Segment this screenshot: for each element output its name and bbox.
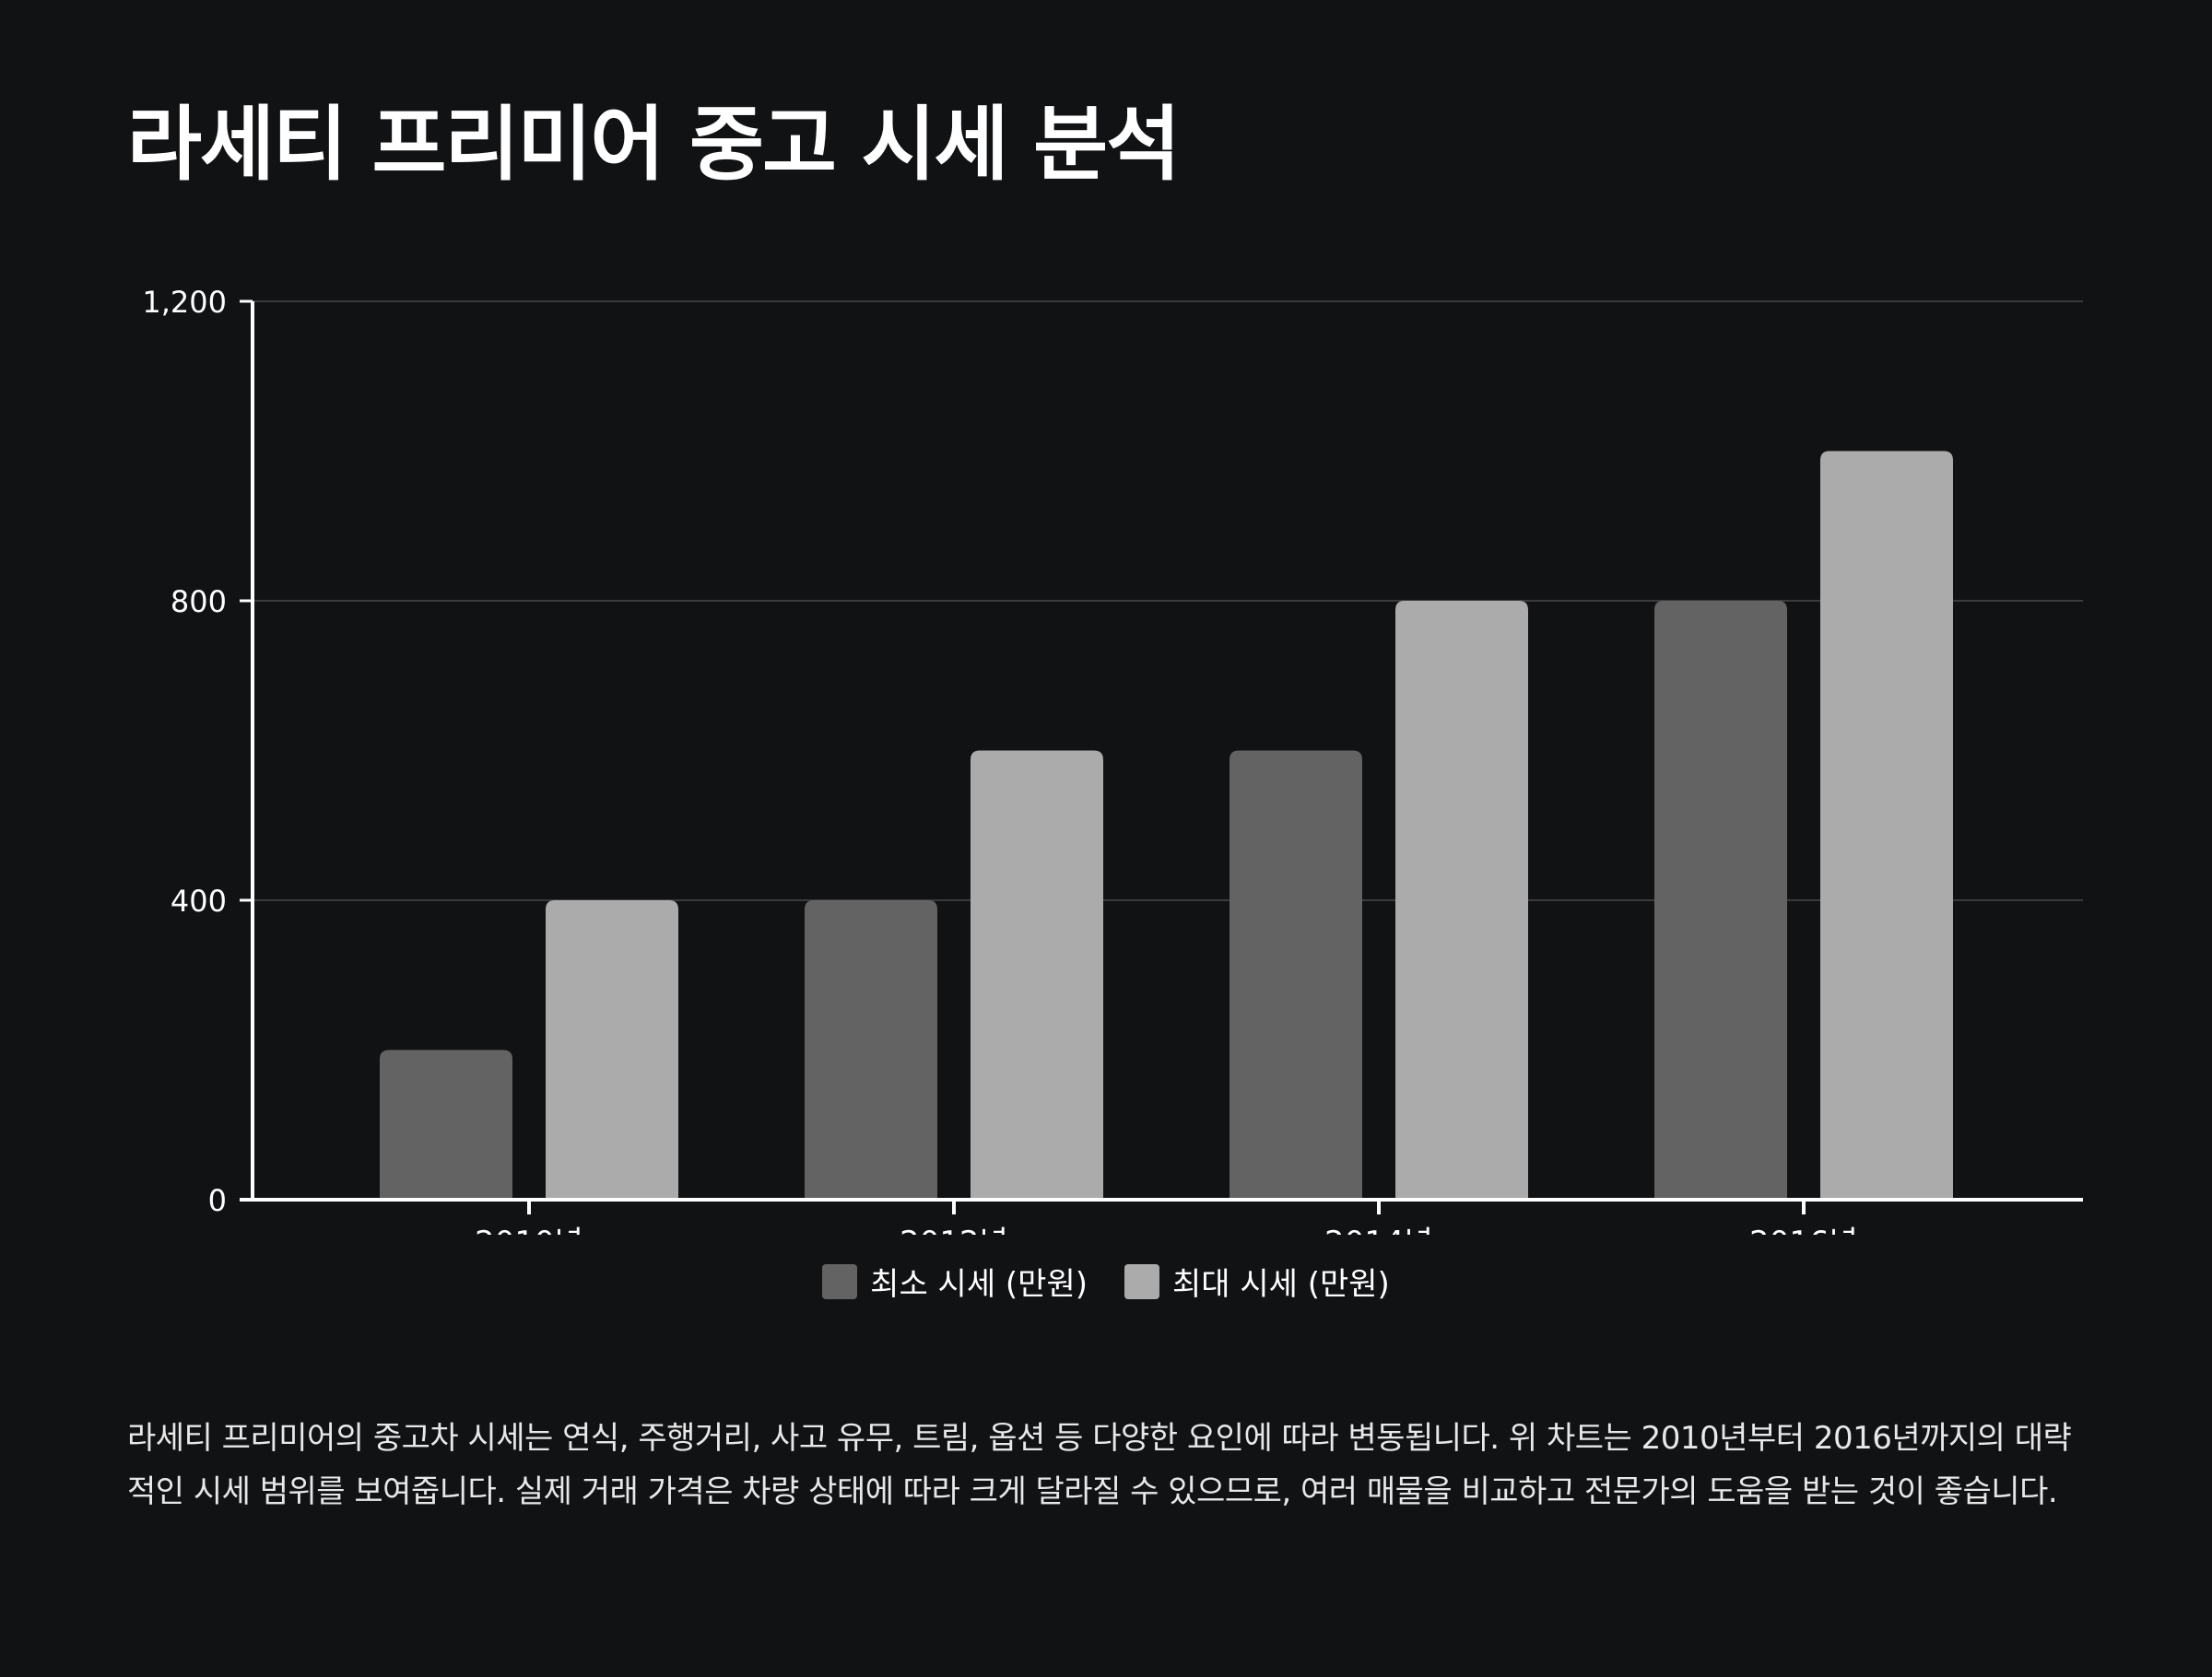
description-text: 라세티 프리미어의 중고차 시세는 연식, 주행거리, 사고 유무, 트림, 옵… <box>127 1420 2072 1510</box>
bar-max-0 <box>546 900 678 1200</box>
bar-max-2 <box>1395 601 1528 1200</box>
x-tick-label: 2010년 <box>475 1225 583 1235</box>
legend-item-min: 최소 시세 (만원) <box>822 1259 1088 1304</box>
grid-lines <box>253 300 2083 901</box>
legend-label-max: 최대 시세 (만원) <box>1172 1266 1390 1303</box>
legend-item-max: 최대 시세 (만원) <box>1124 1259 1390 1304</box>
bar-min-0 <box>380 1050 512 1200</box>
y-tick-label: 1,200 <box>142 285 227 320</box>
legend: 최소 시세 (만원) 최대 시세 (만원) <box>0 1259 2212 1304</box>
y-tick-label: 0 <box>208 1183 227 1218</box>
legend-swatch-min <box>822 1263 858 1299</box>
axes <box>240 299 2083 1214</box>
bar-max-3 <box>1820 451 1953 1200</box>
bar-chart: 0 400 800 1,200 2010년 2012년 2014년 2016년 <box>142 285 2083 1235</box>
x-tick-label: 2016년 <box>1749 1225 1858 1235</box>
legend-swatch-max <box>1124 1263 1159 1299</box>
x-tick-label: 2012년 <box>900 1225 1008 1235</box>
y-tick-label: 800 <box>171 584 227 619</box>
tick-labels: 0 400 800 1,200 2010년 2012년 2014년 2016년 <box>142 285 1858 1235</box>
y-tick-label: 400 <box>171 884 227 919</box>
bar-min-3 <box>1654 601 1787 1200</box>
x-tick-label: 2014년 <box>1324 1225 1433 1235</box>
legend-label-min: 최소 시세 (만원) <box>870 1266 1088 1303</box>
bar-min-2 <box>1230 750 1362 1200</box>
bars <box>380 451 1953 1200</box>
chart-title: 라세티 프리미어 중고 시세 분석 <box>127 97 1181 192</box>
bar-max-1 <box>971 750 1103 1200</box>
bar-min-1 <box>805 900 937 1200</box>
